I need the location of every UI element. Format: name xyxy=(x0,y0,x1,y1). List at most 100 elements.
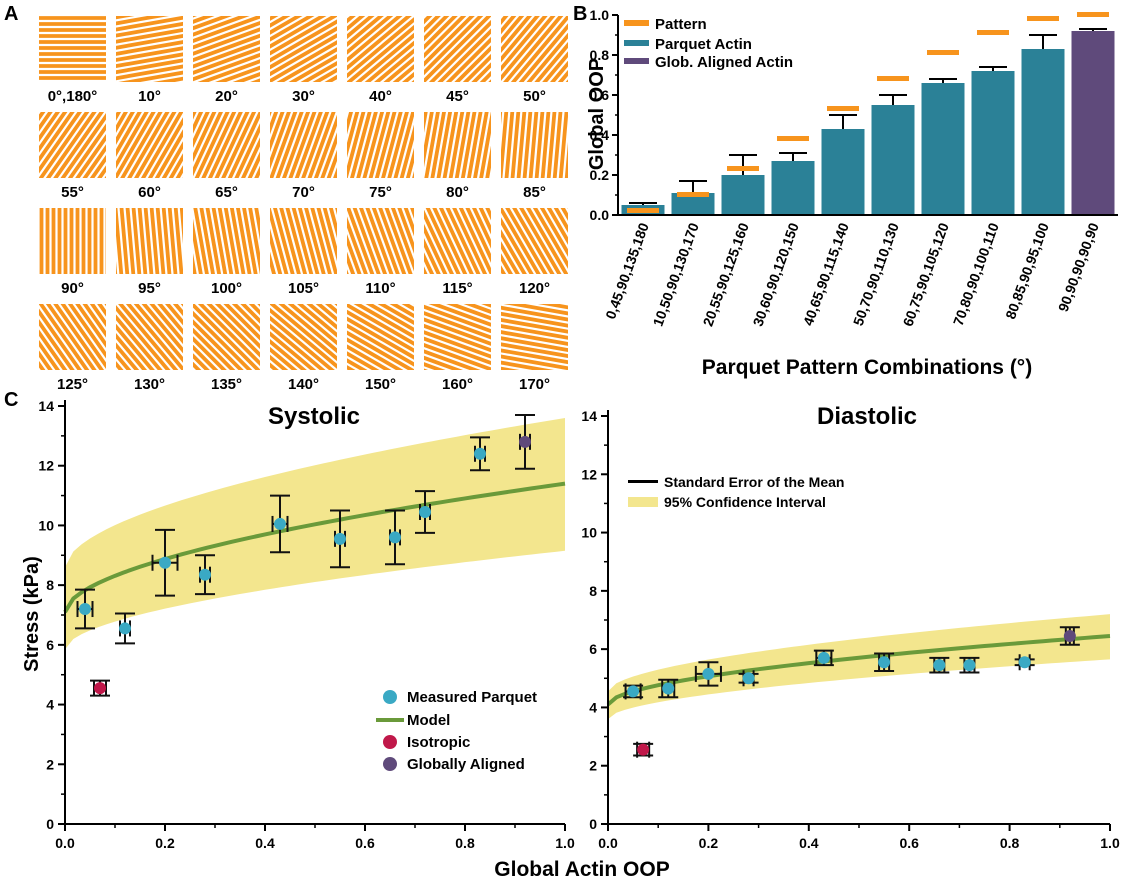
x-tick-label: 0.4 xyxy=(255,835,275,851)
pattern-angle-label: 70° xyxy=(292,184,315,201)
panel-b-bar-chart: 0,45,90,135,18010,50,90,130,17020,55,90,… xyxy=(586,7,1118,379)
pattern-tile xyxy=(39,304,106,370)
pattern-angle-label: 50° xyxy=(523,88,546,105)
legend-label-ci: 95% Confidence Interval xyxy=(664,494,826,510)
pattern-marker xyxy=(627,208,659,213)
pattern-tile xyxy=(116,304,183,370)
pattern-marker xyxy=(1027,16,1059,21)
legend-swatch-pattern xyxy=(624,20,649,26)
pattern-tile xyxy=(193,208,260,274)
measured-parquet-point xyxy=(738,670,759,687)
panel-label-c: C xyxy=(4,389,18,411)
y-tick-label: 6 xyxy=(46,637,54,653)
systolic-ylabel: Stress (kPa) xyxy=(21,556,43,672)
pattern-tile xyxy=(424,16,491,82)
pattern-angle-label: 100° xyxy=(211,280,242,297)
pattern-angle-label: 45° xyxy=(446,88,469,105)
x-tick-label: 0.2 xyxy=(699,835,719,851)
measured-parquet-point xyxy=(694,661,722,687)
bar-error-bar xyxy=(1029,34,1057,49)
pattern-tile xyxy=(116,208,183,274)
y-tick-label: 6 xyxy=(589,641,597,657)
pattern-angle-label: 105° xyxy=(288,280,319,297)
pattern-angle-label: 135° xyxy=(211,376,242,393)
x-tick-label: 0,45,90,135,180 xyxy=(602,220,652,321)
measured-parquet-point xyxy=(1014,654,1035,671)
pattern-marker xyxy=(677,192,709,197)
pattern-angle-label: 65° xyxy=(215,184,238,201)
y-tick-label: 14 xyxy=(581,408,597,424)
bar-parquet-actin xyxy=(1021,49,1065,215)
legend-icon-ci xyxy=(628,497,658,507)
legend-icon-globally-aligned xyxy=(383,757,397,771)
pattern-tile xyxy=(347,304,414,370)
pattern-tile xyxy=(39,208,106,274)
legend-label-measured-parquet: Measured Parquet xyxy=(407,689,537,706)
y-tick-label: 12 xyxy=(38,458,54,474)
confidence-interval-band xyxy=(608,614,1110,720)
bar-error-bar xyxy=(729,154,757,175)
legend-label-parquet-actin: Parquet Actin xyxy=(655,36,752,53)
y-tick-label: 4 xyxy=(589,699,597,715)
pattern-marker xyxy=(1077,12,1109,17)
model-line xyxy=(63,481,566,614)
confidence-interval-band xyxy=(65,417,565,650)
bar-error-bar xyxy=(929,78,957,83)
pattern-tile xyxy=(424,304,491,370)
panel-b-xlabel: Parquet Pattern Combinations (°) xyxy=(702,356,1032,379)
pattern-angle-label: 110° xyxy=(365,280,395,297)
pattern-marker xyxy=(777,136,809,141)
y-tick-label: 0.4 xyxy=(590,127,610,143)
pattern-angle-label: 140° xyxy=(288,376,319,393)
legend-label-isotropic: Isotropic xyxy=(407,734,470,751)
bar-error-bar xyxy=(829,114,857,129)
bar-parquet-actin xyxy=(821,129,865,215)
legend-icon-sem xyxy=(628,480,658,483)
legend-label-pattern: Pattern xyxy=(655,16,707,33)
panel-b-legend: Pattern Parquet Actin Glob. Aligned Acti… xyxy=(624,16,793,71)
legend-swatch-glob-aligned xyxy=(624,58,649,64)
bar-error-bar xyxy=(1079,28,1107,31)
y-tick-label: 4 xyxy=(46,697,54,713)
x-tick-label: 0.0 xyxy=(55,835,75,851)
bar-parquet-actin xyxy=(971,71,1015,215)
pattern-marker xyxy=(977,30,1009,35)
measured-parquet-point xyxy=(115,612,135,645)
pattern-angle-label: 125° xyxy=(57,376,88,393)
bar-glob-aligned-actin xyxy=(1071,31,1115,215)
measured-parquet-point xyxy=(195,554,215,596)
x-tick-label: 0.8 xyxy=(1000,835,1020,851)
legend-label-sem: Standard Error of the Mean xyxy=(664,474,844,490)
bar-parquet-actin xyxy=(721,175,765,215)
measured-parquet-point xyxy=(415,490,435,534)
pattern-marker xyxy=(877,76,909,81)
pattern-tile xyxy=(193,16,260,82)
measured-parquet-point xyxy=(623,683,644,700)
y-tick-label: 0.8 xyxy=(590,47,610,63)
y-tick-label: 10 xyxy=(38,517,54,533)
isotropic-point xyxy=(633,741,654,758)
pattern-marker xyxy=(727,166,759,171)
measured-parquet-point xyxy=(470,436,490,472)
bar-parquet-actin xyxy=(871,105,915,215)
legend-swatch-parquet-actin xyxy=(624,40,649,46)
pattern-tile xyxy=(424,208,491,274)
x-tick-label: 0.6 xyxy=(355,835,375,851)
y-tick-label: 0 xyxy=(589,816,597,832)
pattern-tile xyxy=(501,304,568,370)
pattern-angle-label: 120° xyxy=(519,280,550,297)
pattern-tile xyxy=(193,112,260,178)
x-tick-label: 60,75,90,105,120 xyxy=(900,220,952,328)
legend-icon-measured-parquet xyxy=(383,690,397,704)
pattern-tile xyxy=(116,16,183,82)
bar-parquet-actin xyxy=(921,83,965,215)
y-tick-label: 1.0 xyxy=(590,7,610,23)
pattern-angle-label: 170° xyxy=(519,376,550,393)
bar-error-bar xyxy=(779,152,807,161)
x-tick-label: 0.4 xyxy=(799,835,819,851)
pattern-angle-label: 10° xyxy=(138,88,161,105)
x-tick-label: 30,60,90,120,150 xyxy=(750,220,802,328)
isotropic-point xyxy=(90,679,110,697)
panel-label-b: B xyxy=(573,3,587,25)
measured-parquet-point xyxy=(929,656,950,674)
